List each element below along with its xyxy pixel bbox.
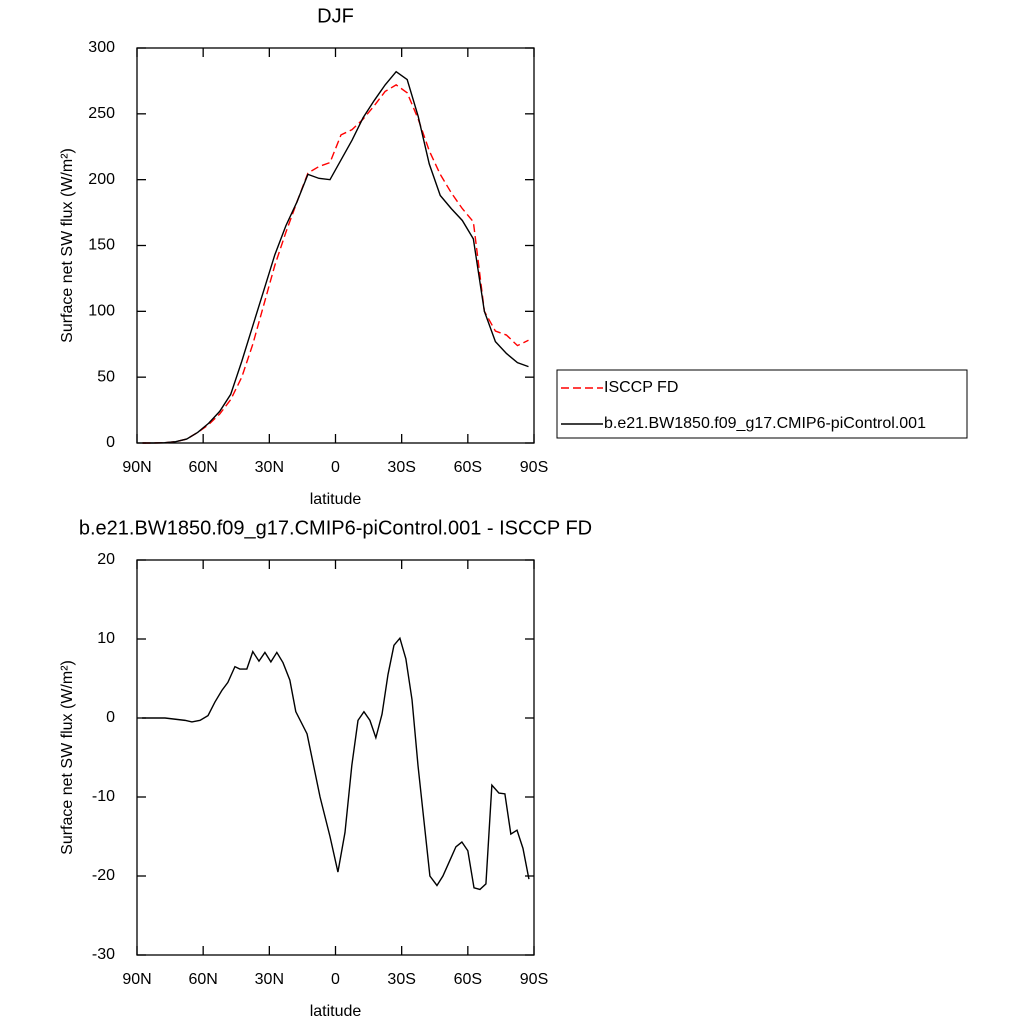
x-tick-label: 90S [520, 971, 548, 988]
x-tick-label: 30N [255, 459, 284, 476]
y-tick-label: -20 [92, 867, 115, 884]
x-tick-label: 30N [255, 971, 284, 988]
legend-frame [556, 369, 968, 439]
plot-frame [136, 559, 535, 956]
y-tick-label: 50 [97, 368, 115, 385]
x-axis-label: latitude [310, 1003, 362, 1020]
x-tick-label: 60N [188, 971, 217, 988]
y-tick-label: -30 [92, 946, 115, 963]
y-tick-label: 0 [106, 709, 115, 726]
x-tick-label: 60N [188, 459, 217, 476]
x-tick-label: 60S [454, 971, 482, 988]
x-tick-label: 30S [387, 459, 415, 476]
x-tick-label: 90S [520, 459, 548, 476]
x-tick-label: 90N [122, 459, 151, 476]
chart-title: DJF [317, 5, 354, 27]
legend-label: b.e21.BW1850.f09_g17.CMIP6-piControl.001 [604, 415, 926, 432]
y-tick-label: 0 [106, 434, 115, 451]
data-line [142, 84, 529, 444]
x-tick-label: 90N [122, 971, 151, 988]
x-tick-label: 30S [387, 971, 415, 988]
y-axis-label: Surface net SW flux (W/m²) [59, 660, 76, 855]
data-line [142, 70, 529, 444]
y-tick-label: 20 [97, 551, 115, 568]
y-tick-label: 300 [88, 39, 115, 56]
y-tick-label: 150 [88, 237, 115, 254]
x-tick-label: 0 [331, 971, 340, 988]
y-tick-label: 200 [88, 171, 115, 188]
legend-label: ISCCP FD [604, 379, 678, 396]
y-tick-label: 100 [88, 303, 115, 320]
y-axis-label: Surface net SW flux (W/m²) [59, 148, 76, 343]
chart-title: b.e21.BW1850.f09_g17.CMIP6-piControl.001… [79, 517, 592, 539]
x-tick-label: 0 [331, 459, 340, 476]
data-line [142, 636, 530, 891]
y-tick-label: -10 [92, 788, 115, 805]
y-tick-label: 10 [97, 630, 115, 647]
x-axis-label: latitude [310, 491, 362, 508]
y-tick-label: 250 [88, 105, 115, 122]
x-tick-label: 60S [454, 459, 482, 476]
